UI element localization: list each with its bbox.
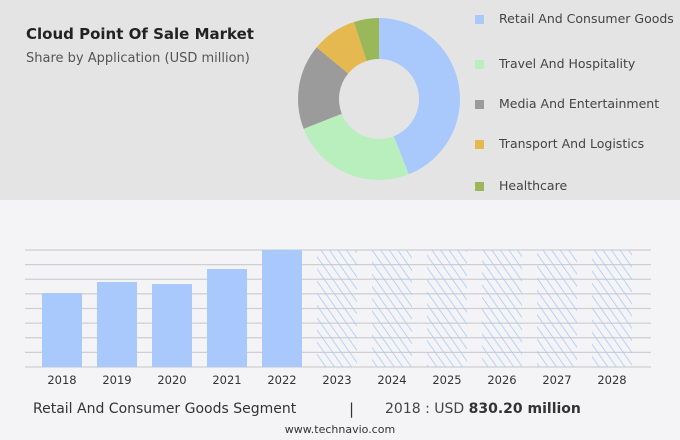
donut-slice-travel-and-hospitality xyxy=(303,113,409,180)
legend-item: Transport And Logistics xyxy=(475,137,675,165)
legend-swatch xyxy=(475,100,484,109)
x-tick-label: 2024 xyxy=(377,373,406,387)
x-tick-label: 2020 xyxy=(157,373,186,387)
legend-item: Retail And Consumer Goods xyxy=(475,12,675,40)
legend-label: Healthcare xyxy=(499,178,568,193)
forecast-bar-2023 xyxy=(317,250,357,367)
legend-item: Media And Entertainment xyxy=(475,97,675,125)
x-tick-label: 2021 xyxy=(212,373,241,387)
site-url: www.technavio.com xyxy=(284,423,396,436)
legend-label: Travel And Hospitality xyxy=(499,56,636,71)
forecast-bar-2027 xyxy=(537,250,577,367)
forecast-bar-2025 xyxy=(427,250,467,367)
footer-value: 2018 : USD 830.20 million xyxy=(385,401,581,417)
bar-2020 xyxy=(152,284,192,367)
donut-slice-transport-and-logistics xyxy=(316,21,367,74)
bar-2021 xyxy=(207,268,247,367)
x-tick-label: 2019 xyxy=(102,373,131,387)
legend-swatch xyxy=(475,140,484,149)
legend-label: Retail And Consumer Goods xyxy=(499,11,674,26)
x-tick-label: 2022 xyxy=(267,373,296,387)
legend-swatch xyxy=(475,182,484,191)
legend-item: Travel And Hospitality xyxy=(475,57,675,85)
footer-year-label: 2018 : USD xyxy=(385,401,465,417)
x-tick-label: 2026 xyxy=(487,373,516,387)
footer-separator: | xyxy=(349,400,355,418)
forecast-bar-2026 xyxy=(482,250,522,367)
legend-swatch xyxy=(475,15,484,24)
legend: Retail And Consumer Goods Travel And Hosp… xyxy=(475,12,680,202)
bar-2019 xyxy=(97,281,137,367)
x-tick-label: 2027 xyxy=(542,373,571,387)
legend-label: Media And Entertainment xyxy=(499,96,660,111)
footer-segment: Retail And Consumer Goods Segment xyxy=(33,401,297,417)
forecast-bar-2024 xyxy=(372,250,412,367)
legend-label: Transport And Logistics xyxy=(499,136,645,151)
legend-item: Healthcare xyxy=(475,179,675,207)
x-tick-label: 2018 xyxy=(47,373,76,387)
chart-subtitle: Share by Application (USD million) xyxy=(26,51,250,66)
bar-2022 xyxy=(262,250,302,367)
x-tick-label: 2028 xyxy=(597,373,626,387)
x-tick-label: 2023 xyxy=(322,373,351,387)
forecast-bar-2028 xyxy=(592,250,632,367)
bar-2018 xyxy=(42,293,82,367)
donut-slice-media-and-entertainment xyxy=(298,47,349,129)
chart-title: Cloud Point Of Sale Market xyxy=(26,25,254,43)
legend-swatch xyxy=(475,60,484,69)
donut-slice-retail-and-consumer-goods xyxy=(379,18,460,175)
footer-amount: 830.20 million xyxy=(468,401,581,417)
x-tick-label: 2025 xyxy=(432,373,461,387)
donut-slice-healthcare xyxy=(353,18,379,61)
